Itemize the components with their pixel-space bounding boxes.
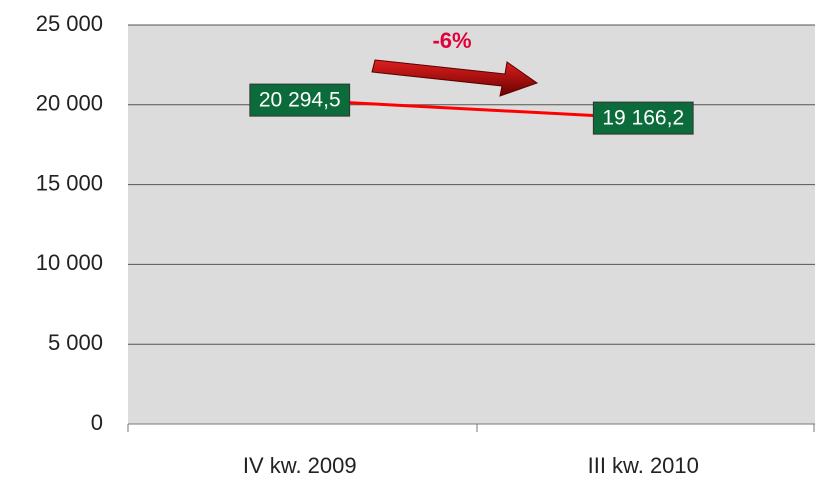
y-tick-label: 20 000: [36, 91, 103, 116]
plot-area: [128, 25, 815, 424]
data-label-text: 19 166,2: [602, 107, 684, 130]
y-tick-label: 5 000: [48, 330, 103, 355]
data-label: 19 166,2: [592, 101, 694, 135]
y-tick-label: 15 000: [36, 170, 103, 195]
data-label: 20 294,5: [249, 83, 351, 117]
trend-arrow: [371, 59, 539, 97]
x-tick-label: IV kw. 2009: [243, 453, 357, 478]
y-tick-label: 0: [91, 410, 103, 435]
data-line: [299, 98, 644, 120]
data-label-box: [592, 101, 694, 135]
marks: 20 294,5 19 166,2: [249, 83, 694, 135]
y-tick-label: 10 000: [36, 250, 103, 275]
data-label-text: 20 294,5: [259, 89, 341, 112]
annotation: -6%: [432, 28, 471, 53]
x-tick-label: III kw. 2010: [588, 453, 699, 478]
y-tick-label: 25 000: [36, 11, 103, 36]
data-label-box: [249, 83, 351, 117]
